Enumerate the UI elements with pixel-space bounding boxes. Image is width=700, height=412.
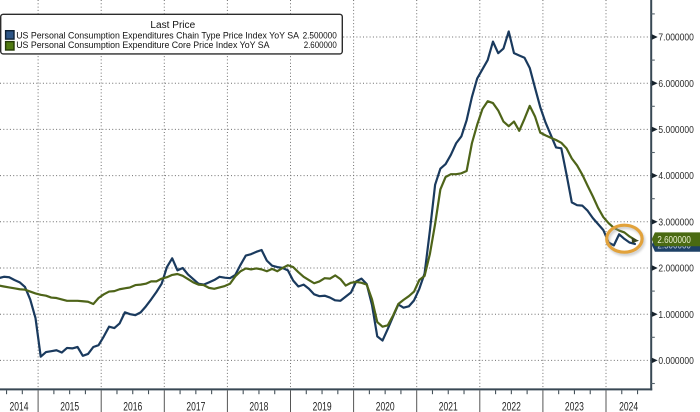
svg-text:6.000000: 6.000000 [658,79,694,90]
svg-text:2.500000: 2.500000 [303,30,337,40]
svg-text:2016: 2016 [123,402,142,412]
svg-text:0.000000: 0.000000 [658,356,694,367]
svg-text:US Personal Consumption Expend: US Personal Consumption Expenditures Cha… [16,30,299,40]
svg-text:2014: 2014 [10,402,29,412]
svg-text:4.000000: 4.000000 [658,171,694,182]
svg-text:US Personal Consumption Expend: US Personal Consumption Expenditure Core… [16,40,269,50]
svg-text:2019: 2019 [313,402,332,412]
svg-text:2018: 2018 [249,402,268,412]
svg-text:2024: 2024 [619,402,638,412]
svg-text:2021: 2021 [439,402,458,412]
svg-text:1.000000: 1.000000 [658,310,694,321]
svg-text:2.600000: 2.600000 [657,235,691,246]
svg-text:2020: 2020 [376,402,395,412]
svg-text:Last Price: Last Price [150,20,195,31]
svg-text:2023: 2023 [565,402,584,412]
svg-text:5.000000: 5.000000 [658,125,694,136]
svg-text:2.600000: 2.600000 [304,40,337,50]
svg-text:2022: 2022 [502,402,521,412]
svg-text:2017: 2017 [186,402,205,412]
svg-text:7.000000: 7.000000 [658,33,694,44]
svg-text:2.000000: 2.000000 [658,264,694,275]
svg-text:3.000000: 3.000000 [658,217,694,228]
svg-text:2015: 2015 [60,402,79,412]
